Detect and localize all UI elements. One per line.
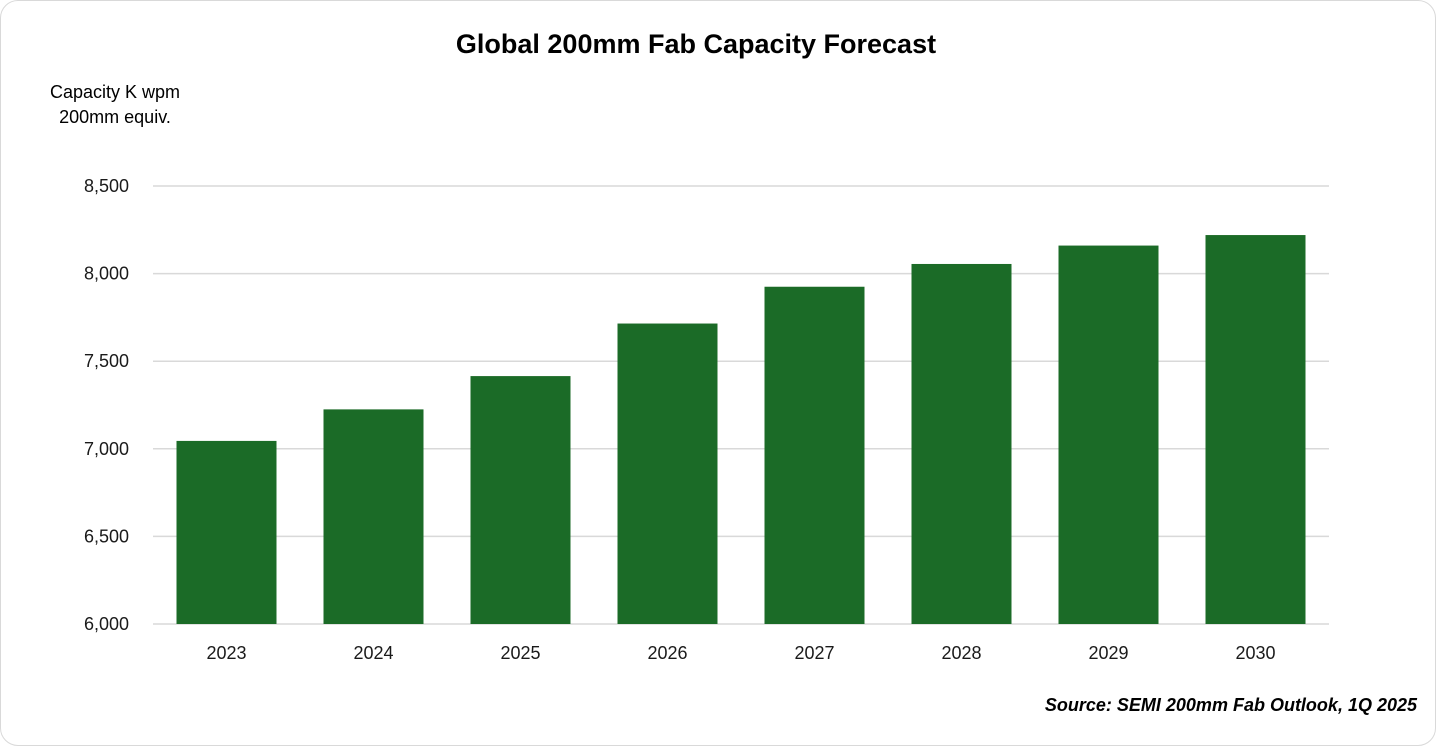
y-tick-label: 6,500 (84, 526, 129, 546)
x-tick-label: 2028 (941, 643, 981, 663)
bar-2024 (323, 409, 424, 624)
x-tick-label: 2026 (647, 643, 687, 663)
y-tick-label: 8,500 (84, 176, 129, 196)
chart-title: Global 200mm Fab Capacity Forecast (455, 29, 937, 59)
y-tick-label: 8,000 (84, 264, 129, 284)
x-tick-label: 2029 (1088, 643, 1128, 663)
y-axis-label-line-2: 200mm equiv. (59, 107, 171, 127)
y-axis-label-line-1: Capacity K wpm (49, 82, 181, 102)
y-axis-label: Capacity K wpm 200mm equiv. (31, 80, 199, 130)
bar-2029 (1058, 245, 1159, 624)
x-tick-label: 2025 (500, 643, 540, 663)
bar-2023 (176, 440, 277, 624)
x-tick-label: 2027 (794, 643, 834, 663)
bar-2025 (470, 376, 571, 624)
y-tick-label: 6,000 (84, 614, 129, 634)
bar-2027 (764, 286, 865, 624)
y-tick-label: 7,500 (84, 351, 129, 371)
bar-2030 (1205, 235, 1306, 624)
x-tick-label: 2024 (353, 643, 393, 663)
bar-2028 (911, 263, 1012, 624)
y-tick-label: 7,000 (84, 439, 129, 459)
source-note: Source: SEMI 200mm Fab Outlook, 1Q 2025 (1044, 695, 1417, 715)
x-tick-label: 2030 (1235, 643, 1275, 663)
x-tick-label: 2023 (206, 643, 246, 663)
bar-2026 (617, 323, 718, 624)
